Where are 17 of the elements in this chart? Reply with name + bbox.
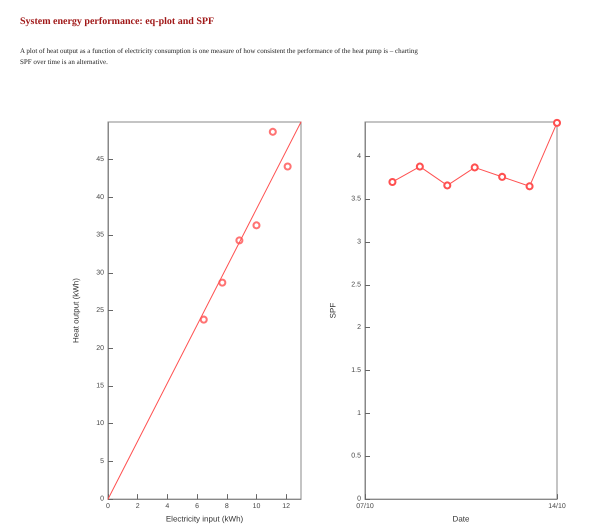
y-axis-title: Heat output (kWh) (72, 278, 80, 344)
point (470, 163, 479, 172)
point (443, 181, 452, 190)
point (553, 118, 561, 127)
point (388, 178, 396, 186)
point (284, 162, 292, 170)
chart-title: System energy performance: eq-plot and SPF (20, 16, 214, 27)
x-axis-title: Date (452, 514, 470, 524)
x-axis-title: Electricity input (kWh) (166, 514, 244, 524)
point (498, 172, 506, 181)
point (416, 162, 424, 171)
point (526, 182, 534, 190)
point (200, 316, 208, 324)
y-axis-title: SPF (328, 302, 338, 318)
point (268, 128, 277, 136)
point (252, 221, 260, 230)
point (218, 278, 226, 287)
